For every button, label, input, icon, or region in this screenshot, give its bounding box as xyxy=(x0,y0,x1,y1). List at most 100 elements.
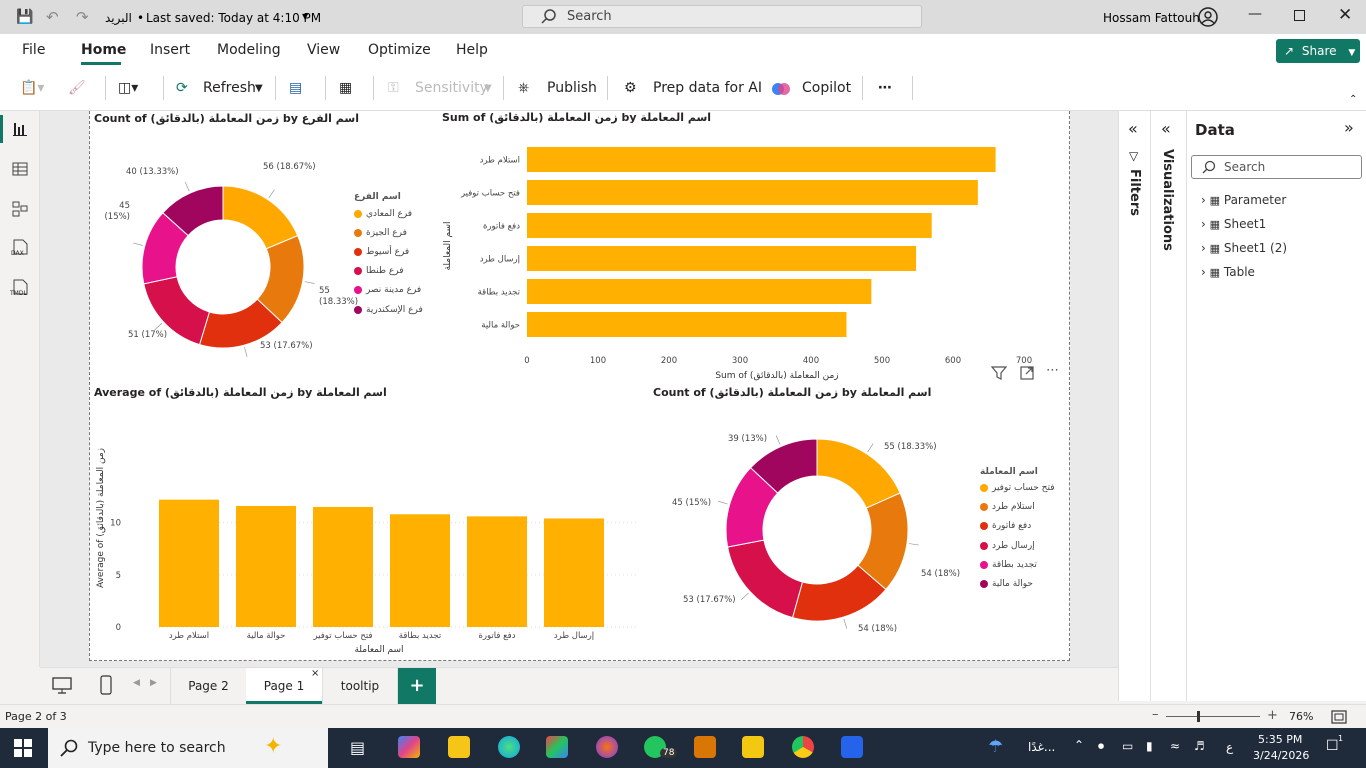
taskbar-search[interactable]: Type here to search ✦ xyxy=(48,728,328,768)
chevron-down-icon[interactable]: ▾ xyxy=(302,9,309,23)
calculator-icon[interactable]: ▦ xyxy=(339,80,353,96)
bar[interactable] xyxy=(159,499,219,627)
copilot-app-icon[interactable] xyxy=(398,736,420,758)
close-icon[interactable]: ✕ xyxy=(1338,5,1353,25)
edge-icon[interactable] xyxy=(498,736,520,758)
more-options-icon[interactable]: ⋯ xyxy=(1046,363,1059,378)
share-button[interactable]: ↗ Share ▼ xyxy=(1276,39,1360,63)
legend4-item[interactable]: تجديد بطاقة xyxy=(980,560,1037,570)
battery-icon[interactable]: ▮ xyxy=(1146,739,1153,753)
chrome-icon[interactable] xyxy=(792,736,814,758)
prep-data-button[interactable]: Prep data for AI xyxy=(653,80,762,96)
photos-icon[interactable] xyxy=(841,736,863,758)
legend1-item[interactable]: فرع طنطا xyxy=(354,266,404,276)
page-tab[interactable]: Page 2 xyxy=(170,668,246,704)
legend4-item[interactable]: فتح حساب توفير xyxy=(980,483,1055,493)
bar[interactable] xyxy=(527,180,978,205)
page-tab[interactable]: tooltip xyxy=(322,668,398,704)
format-painter-icon[interactable]: 🖌 xyxy=(68,80,86,96)
menu-optimize[interactable]: Optimize xyxy=(368,42,431,58)
expand-icon[interactable]: » xyxy=(1344,118,1354,137)
next-page-icon[interactable]: ▶ xyxy=(150,678,157,688)
wifi-icon[interactable]: ≈ xyxy=(1170,739,1181,753)
phone-link-icon[interactable]: ▭ xyxy=(1122,739,1134,753)
redo-icon[interactable]: ↷ xyxy=(76,8,89,26)
add-page-button[interactable]: + xyxy=(398,668,436,704)
more-icon[interactable]: ⋯ xyxy=(878,80,892,96)
bar[interactable] xyxy=(527,312,847,337)
dax-query-icon[interactable] xyxy=(11,239,29,259)
winrar-icon[interactable] xyxy=(694,736,716,758)
tmdl-view-icon[interactable] xyxy=(11,279,29,299)
legend1-item[interactable]: فرع الإسكندرية xyxy=(354,305,423,315)
donut-slice[interactable] xyxy=(749,438,818,494)
last-saved[interactable]: Last saved: Today at 4:10 PM xyxy=(146,11,322,25)
powerbi-icon[interactable] xyxy=(742,736,764,758)
bar[interactable] xyxy=(527,279,872,304)
data-search-input[interactable]: Search xyxy=(1191,155,1362,179)
collapse-icon[interactable]: « xyxy=(1128,119,1138,138)
legend1-item[interactable]: فرع أسيوط xyxy=(354,247,409,257)
zoom-slider[interactable] xyxy=(1166,716,1260,717)
legend4-item[interactable]: دفع فاتورة xyxy=(980,521,1031,531)
visualizations-pane[interactable]: « Visualizations xyxy=(1150,111,1186,701)
undo-icon[interactable]: ↶ xyxy=(46,8,59,26)
avatar[interactable] xyxy=(1198,7,1218,27)
search-box[interactable]: Search xyxy=(522,5,922,28)
legend1-item[interactable]: فرع مدينة نصر xyxy=(354,285,421,295)
zoom-in-icon[interactable]: + xyxy=(1267,708,1278,723)
legend4-item[interactable]: حوالة مالية xyxy=(980,579,1033,589)
shield-icon[interactable]: ⏺ xyxy=(1098,739,1105,753)
notification-icon[interactable]: ☐ xyxy=(1326,738,1339,754)
collapse-icon[interactable]: « xyxy=(1161,119,1171,138)
windows-start-icon[interactable] xyxy=(14,739,32,757)
m365-icon[interactable] xyxy=(546,736,568,758)
get-data-icon[interactable]: ◫▾ xyxy=(118,80,139,96)
previous-page-icon[interactable]: ◀ xyxy=(133,678,140,688)
file-explorer-icon[interactable] xyxy=(448,736,470,758)
refresh-button[interactable]: Refresh xyxy=(203,80,256,96)
legend4-item[interactable]: استلام طرد xyxy=(980,502,1035,512)
report-view-icon[interactable] xyxy=(12,121,28,137)
filters-pane[interactable]: « ▽ Filters xyxy=(1118,111,1150,701)
weather-icon[interactable]: ☂ xyxy=(988,737,1004,757)
model-view-icon[interactable] xyxy=(12,201,28,217)
mobile-layout-icon[interactable] xyxy=(100,675,112,695)
bar[interactable] xyxy=(527,147,996,172)
menu-file[interactable]: File xyxy=(22,42,46,58)
chevron-down-icon[interactable]: ▼ xyxy=(255,83,263,94)
input-language[interactable]: ع xyxy=(1226,740,1234,754)
menu-modeling[interactable]: Modeling xyxy=(217,42,281,58)
bar[interactable] xyxy=(467,516,527,627)
firefox-icon[interactable] xyxy=(596,736,618,758)
bar[interactable] xyxy=(236,505,296,627)
donut-slice[interactable] xyxy=(222,185,299,250)
donut-slice[interactable] xyxy=(162,185,224,237)
legend4-item[interactable]: إرسال طرد xyxy=(980,541,1035,551)
table-item[interactable]: › ▦ Sheet1 xyxy=(1201,217,1267,231)
zoom-out-icon[interactable]: – xyxy=(1152,707,1159,722)
transform-icon[interactable]: ▤ xyxy=(289,80,303,96)
menu-home[interactable]: Home xyxy=(81,42,127,58)
paste-icon[interactable]: 📋▾ xyxy=(20,80,45,96)
weather-label[interactable]: غدًا... xyxy=(1028,740,1056,754)
clock-date[interactable]: 3/24/2026 xyxy=(1253,749,1310,762)
filter-icon[interactable] xyxy=(991,365,1007,381)
bar[interactable] xyxy=(390,514,450,627)
save-icon[interactable]: 💾 xyxy=(16,9,34,25)
chevron-up-icon[interactable]: ⌃ xyxy=(1074,738,1085,752)
clock-time[interactable]: 5:35 PM xyxy=(1258,733,1303,746)
collapse-ribbon-icon[interactable]: ⌃ xyxy=(1349,94,1358,105)
task-view-icon[interactable]: ▤ xyxy=(350,738,366,757)
publish-button[interactable]: Publish xyxy=(547,80,597,96)
maximize-icon[interactable] xyxy=(1294,10,1305,21)
copilot-button[interactable]: Copilot xyxy=(802,80,852,96)
file-name[interactable]: البريد xyxy=(105,11,132,25)
menu-help[interactable]: Help xyxy=(456,42,488,58)
desktop-layout-icon[interactable] xyxy=(52,677,72,695)
page-tab-active[interactable]: Page 1 × xyxy=(246,668,322,704)
menu-insert[interactable]: Insert xyxy=(150,42,191,58)
sensitivity-button[interactable]: Sensitivity xyxy=(415,80,488,96)
close-tab-icon[interactable]: × xyxy=(311,668,320,679)
zoom-slider-thumb[interactable] xyxy=(1197,711,1200,722)
